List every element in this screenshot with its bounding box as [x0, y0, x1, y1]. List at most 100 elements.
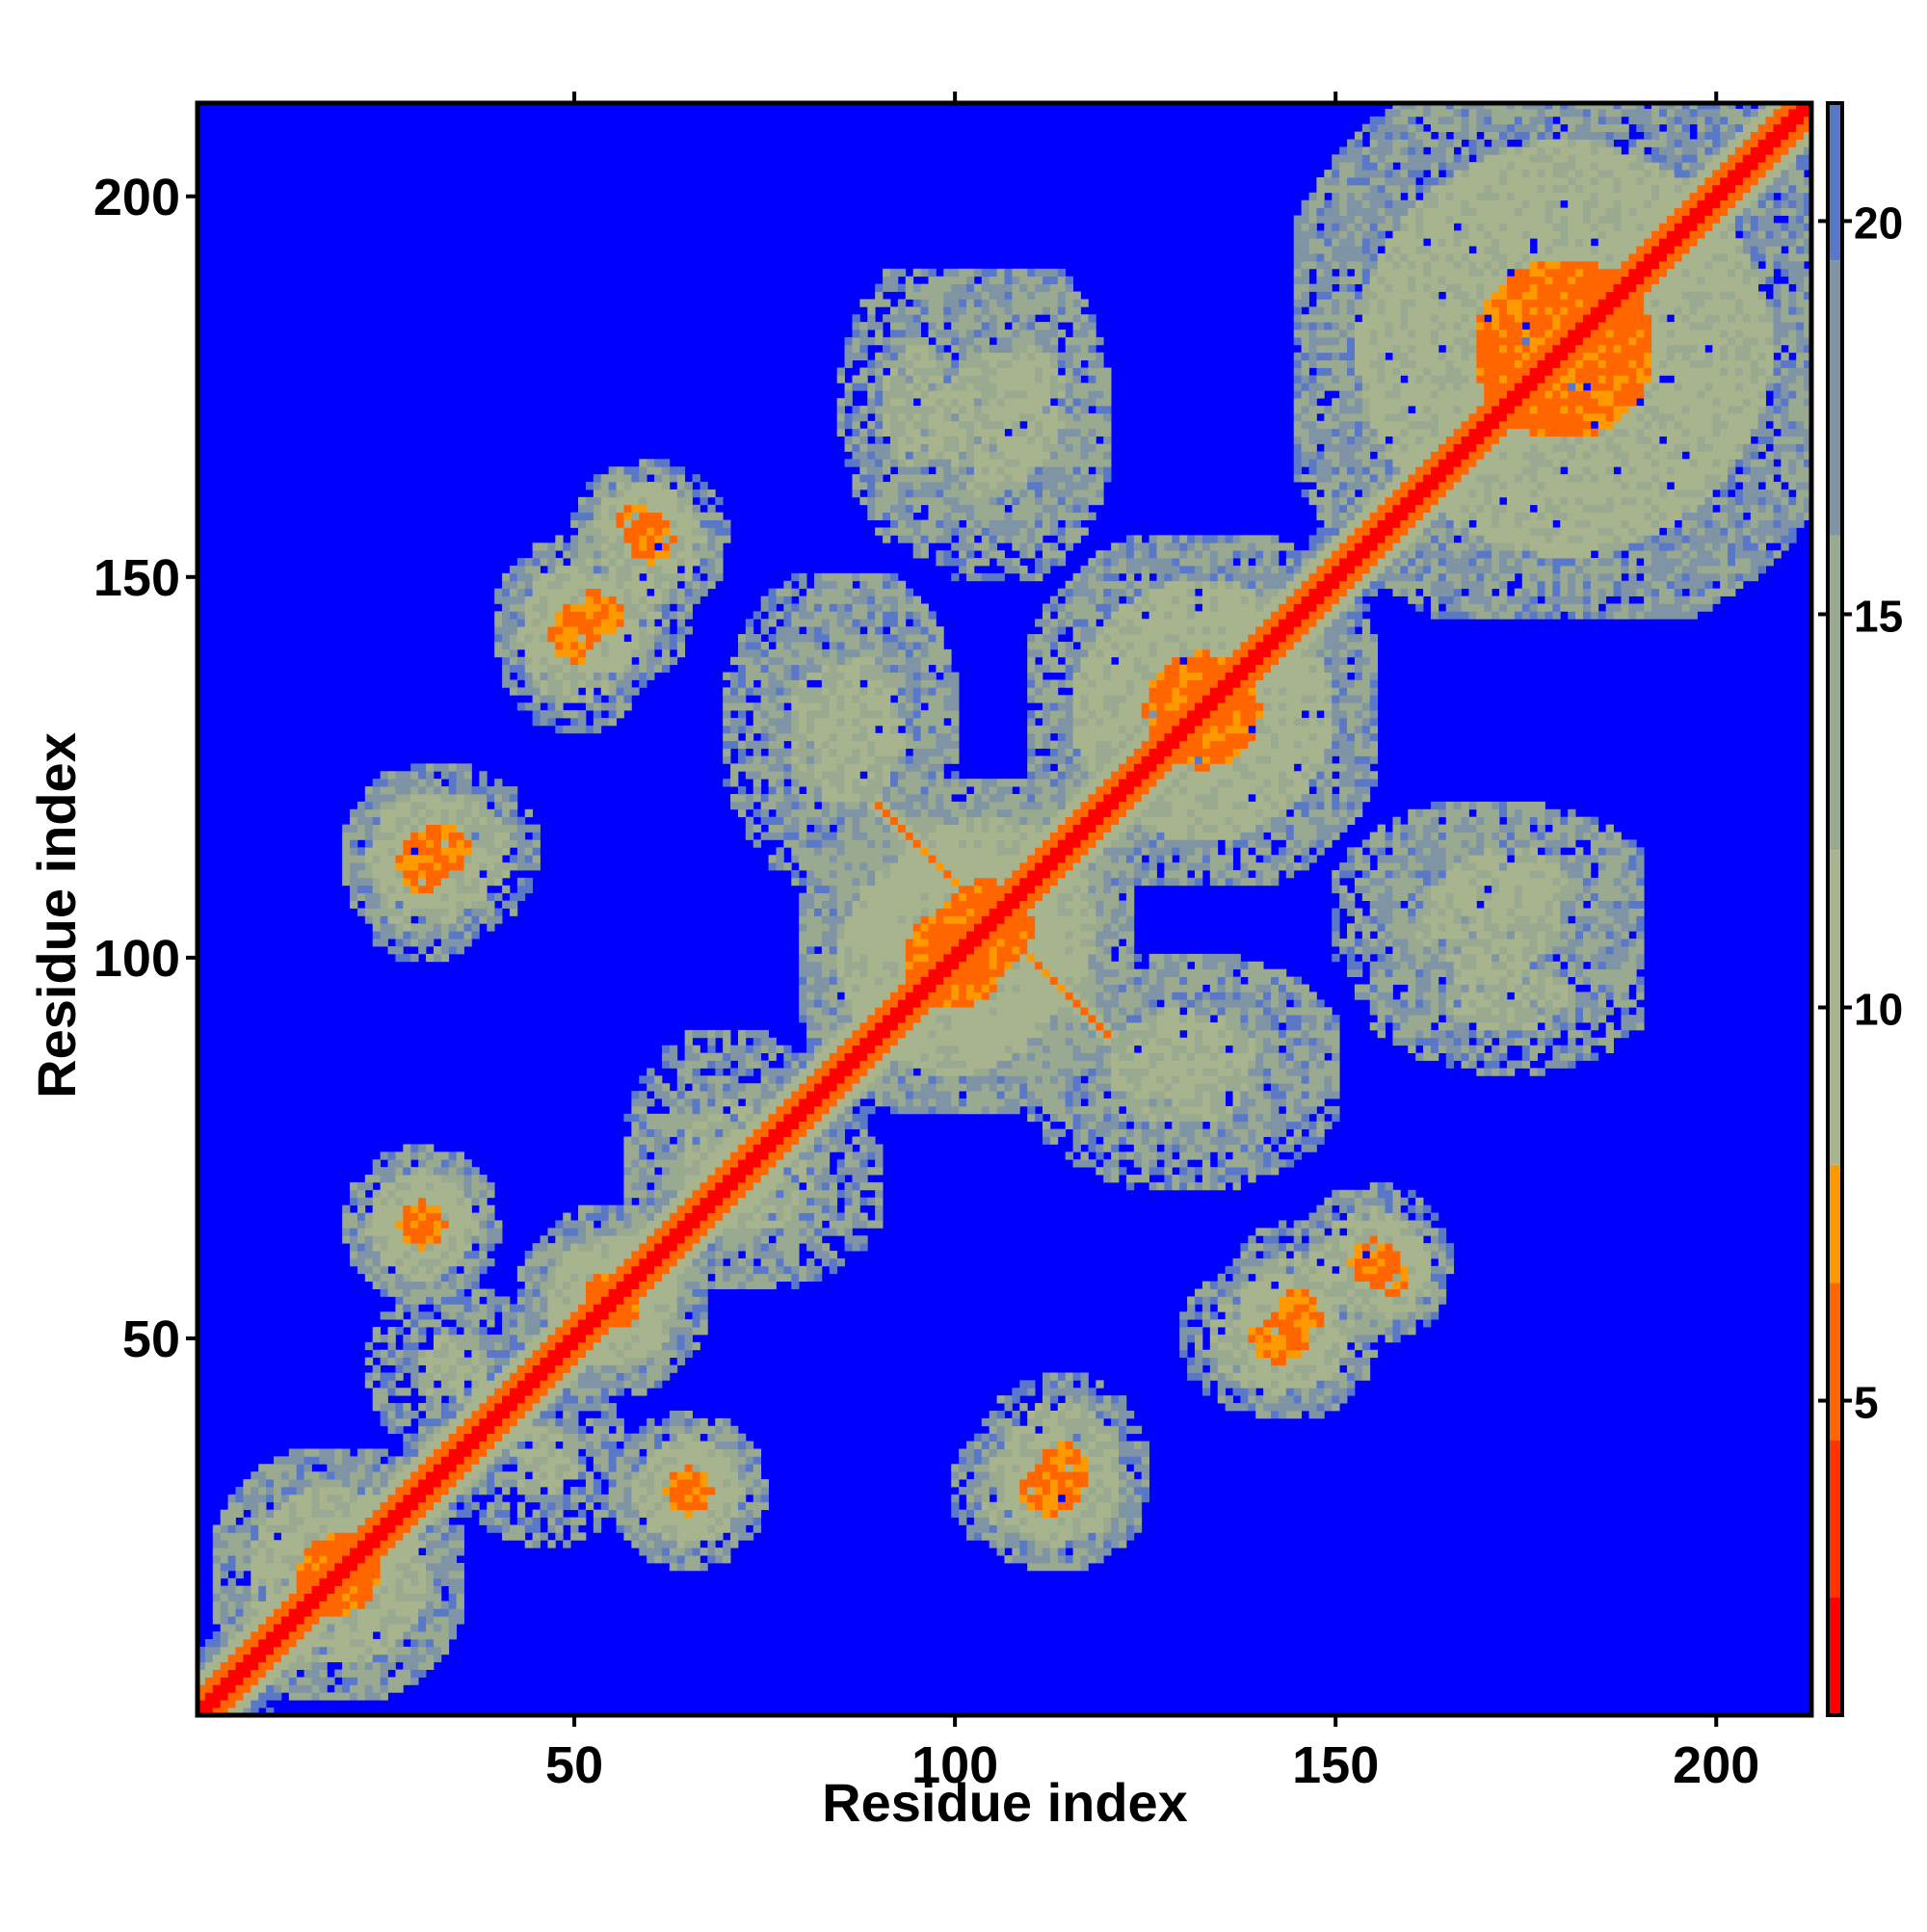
heatmap-cell: [395, 908, 404, 916]
heatmap-cell: [426, 1417, 435, 1427]
heatmap-cell: [563, 1235, 571, 1244]
heatmap-cell: [654, 1532, 663, 1541]
heatmap-cell: [251, 1562, 259, 1572]
heatmap-cell: [440, 1304, 450, 1312]
heatmap-cell: [563, 1494, 571, 1503]
heatmap-cell: [456, 946, 464, 955]
heatmap-cell: [274, 1677, 282, 1685]
heatmap-cell: [669, 1113, 678, 1123]
heatmap-cell: [403, 1433, 411, 1442]
heatmap-cell: [737, 1243, 747, 1252]
heatmap-cell: [471, 847, 480, 856]
heatmap-cell: [304, 1616, 312, 1625]
heatmap-cell: [418, 1403, 427, 1412]
heatmap-cell: [631, 1159, 640, 1168]
heatmap-cell: [403, 786, 411, 795]
heatmap-cell: [768, 1144, 777, 1152]
heatmap-cell: [448, 1251, 458, 1259]
heatmap-cell: [540, 634, 548, 643]
heatmap-cell: [760, 1257, 769, 1267]
heatmap-cell: [563, 1456, 571, 1465]
heatmap-cell: [356, 1692, 366, 1701]
heatmap-cell: [456, 1204, 464, 1213]
heatmap-cell: [532, 1540, 541, 1548]
heatmap-cell: [387, 1388, 396, 1396]
heatmap-cell: [410, 786, 419, 795]
heatmap-cell: [578, 595, 587, 604]
heatmap-cell: [418, 1288, 427, 1297]
heatmap-cell: [487, 1220, 495, 1229]
heatmap-cell: [532, 1509, 541, 1518]
heatmap-cell: [327, 1471, 335, 1480]
heatmap-cell: [783, 1175, 792, 1183]
heatmap-cell: [676, 1113, 686, 1123]
heatmap-cell: [235, 1570, 244, 1579]
heatmap-cell: [356, 1548, 366, 1556]
heatmap-cell: [426, 1357, 435, 1365]
heatmap-cell: [524, 1311, 534, 1320]
heatmap-cell: [426, 1486, 435, 1495]
heatmap-cell: [532, 611, 541, 620]
heatmap-cell: [243, 1669, 251, 1678]
heatmap-cell: [578, 611, 587, 620]
heatmap-cell: [715, 1524, 724, 1533]
heatmap-cell: [639, 1075, 647, 1084]
heatmap-cell: [806, 847, 815, 856]
heatmap-cell: [204, 1669, 214, 1678]
heatmap-cell: [676, 1548, 686, 1556]
heatmap-cell: [783, 732, 792, 742]
heatmap-cell: [494, 839, 503, 848]
heatmap-cell: [768, 1091, 777, 1099]
heatmap-cell: [319, 1669, 328, 1678]
heatmap-cell: [676, 1235, 686, 1244]
heatmap-cell: [418, 923, 427, 932]
heatmap-cell: [616, 1501, 624, 1511]
heatmap-cell: [471, 855, 480, 863]
heatmap-cell: [654, 1288, 663, 1297]
heatmap-cell: [479, 1410, 488, 1419]
heatmap-cell: [403, 1220, 411, 1229]
heatmap-cell: [274, 1456, 282, 1465]
heatmap-cell: [426, 1288, 435, 1297]
heatmap-cell: [669, 1251, 678, 1259]
heatmap-cell: [463, 1357, 472, 1365]
heatmap-cell: [745, 626, 754, 635]
heatmap-cell: [380, 771, 388, 780]
heatmap-cell: [516, 1448, 526, 1457]
heatmap-cell: [692, 1471, 700, 1480]
heatmap-cell: [616, 527, 624, 536]
heatmap-cell: [410, 1334, 419, 1343]
heatmap-cell: [578, 565, 587, 574]
heatmap-cell: [791, 1052, 800, 1061]
heatmap-cell: [768, 855, 777, 863]
heatmap-cell: [661, 1113, 671, 1123]
heatmap-cell: [799, 900, 807, 909]
heatmap-cell: [752, 1052, 762, 1061]
heatmap-cell: [631, 550, 640, 559]
heatmap-cell: [456, 1334, 464, 1343]
heatmap-cell: [692, 1273, 700, 1283]
heatmap-cell: [410, 1486, 419, 1495]
heatmap-cell: [471, 1380, 480, 1389]
heatmap-cell: [676, 1220, 686, 1229]
heatmap-cell: [266, 1684, 275, 1693]
heatmap-cell: [776, 1228, 784, 1236]
heatmap-cell: [623, 1197, 632, 1206]
heatmap-cell: [426, 1181, 435, 1191]
heatmap-cell: [418, 1654, 427, 1663]
heatmap-cell: [608, 626, 617, 635]
heatmap-cell: [356, 1585, 366, 1594]
heatmap-cell: [387, 1159, 396, 1168]
heatmap-cell: [692, 1098, 700, 1107]
heatmap-cell: [791, 824, 800, 833]
heatmap-cell: [395, 801, 404, 810]
heatmap-cell: [479, 1220, 488, 1229]
heatmap-cell: [768, 1075, 777, 1084]
heatmap-cell: [737, 1456, 747, 1465]
heatmap-cell: [471, 885, 480, 894]
heatmap-cell: [403, 1509, 411, 1518]
heatmap-cell: [356, 1181, 366, 1191]
heatmap-cell: [540, 1304, 548, 1312]
heatmap-cell: [799, 877, 807, 887]
heatmap-cell: [799, 992, 807, 1000]
